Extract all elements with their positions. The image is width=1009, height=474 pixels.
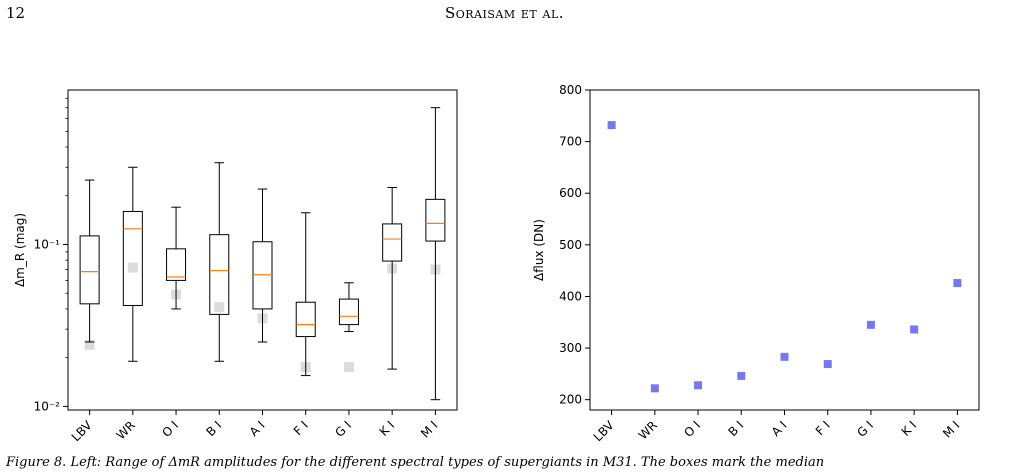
y-tick-label: 500 [559, 238, 582, 252]
box-plot-chart: 10⁻² 10⁻¹ Δm_R (mag) LBV WR O I B I A I F I G I K … [13, 89, 458, 445]
box-o-i [166, 206, 187, 310]
x-tick-label: G I [332, 418, 354, 440]
iqr-box [79, 235, 100, 305]
y-tick-label: 10⁻² [34, 399, 61, 413]
x-tick-label: O I [681, 418, 703, 440]
y-tick-label: 600 [559, 186, 582, 200]
x-tick-label: B I [725, 418, 746, 439]
plot-frame [67, 89, 458, 411]
x-tick-label: B I [203, 418, 224, 439]
box-b-i [209, 162, 230, 362]
y-axis-label: Δm_R (mag) [13, 213, 27, 287]
gray-marker [127, 262, 138, 273]
box-a-i [252, 188, 273, 343]
scatter-chart: 200 300 400 500 600 700 800 Δflux (DN) LBV WR O I B… [532, 83, 980, 445]
x-tick-label: LBV [69, 418, 96, 445]
data-point-lbv [607, 121, 616, 130]
iqr-box [425, 198, 446, 242]
data-point-wr [650, 384, 659, 393]
iqr-box [382, 223, 403, 262]
x-tick-label: M I [418, 418, 440, 440]
x-tick-label: F I [291, 418, 311, 438]
x-tick-label: WR [114, 418, 138, 442]
x-tick-label: WR [636, 418, 660, 442]
iqr-box [122, 210, 143, 306]
x-tick-label: A I [247, 418, 268, 439]
y-tick-label: 400 [559, 289, 582, 303]
x-tick-label: LBV [591, 418, 618, 445]
x-tick-label: F I [813, 418, 833, 438]
box-wr [122, 166, 143, 362]
y-tick-label: 700 [559, 135, 582, 149]
box-f-i [295, 212, 316, 377]
y-axis-label: Δflux (DN) [532, 219, 546, 281]
data-point-g-i [866, 320, 875, 329]
x-tick-label: K I [899, 418, 920, 439]
plot-frame [589, 89, 980, 411]
x-tick-label: G I [854, 418, 876, 440]
iqr-box [295, 301, 316, 338]
gray-marker [343, 362, 354, 373]
data-point-m-i [953, 279, 962, 288]
x-tick-label: M I [940, 418, 962, 440]
data-point-o-i [694, 381, 703, 390]
box-lbv [79, 179, 100, 350]
data-point-a-i [780, 352, 789, 361]
data-point-b-i [737, 371, 746, 380]
gray-marker [84, 339, 95, 350]
iqr-box [338, 298, 359, 326]
y-tick-label: 200 [559, 393, 582, 407]
y-tick-label: 300 [559, 341, 582, 355]
iqr-box [166, 248, 187, 281]
figure-caption: Figure 8. Left: Range of ΔmR amplitudes … [6, 455, 825, 470]
running-head: Soraisam et al. [444, 4, 565, 22]
box-m-i [425, 107, 446, 401]
x-tick-label: A I [769, 418, 790, 439]
iqr-box [209, 234, 230, 315]
x-tick-label: K I [377, 418, 398, 439]
gray-marker [214, 302, 225, 313]
y-tick-label: 800 [559, 83, 582, 97]
box-g-i [338, 282, 359, 373]
data-point-f-i [823, 360, 832, 369]
data-point-k-i [910, 325, 919, 334]
x-tick-label: O I [159, 418, 181, 440]
page-number: 12 [6, 4, 26, 22]
box-k-i [382, 186, 403, 370]
y-tick-label: 10⁻¹ [34, 237, 61, 251]
